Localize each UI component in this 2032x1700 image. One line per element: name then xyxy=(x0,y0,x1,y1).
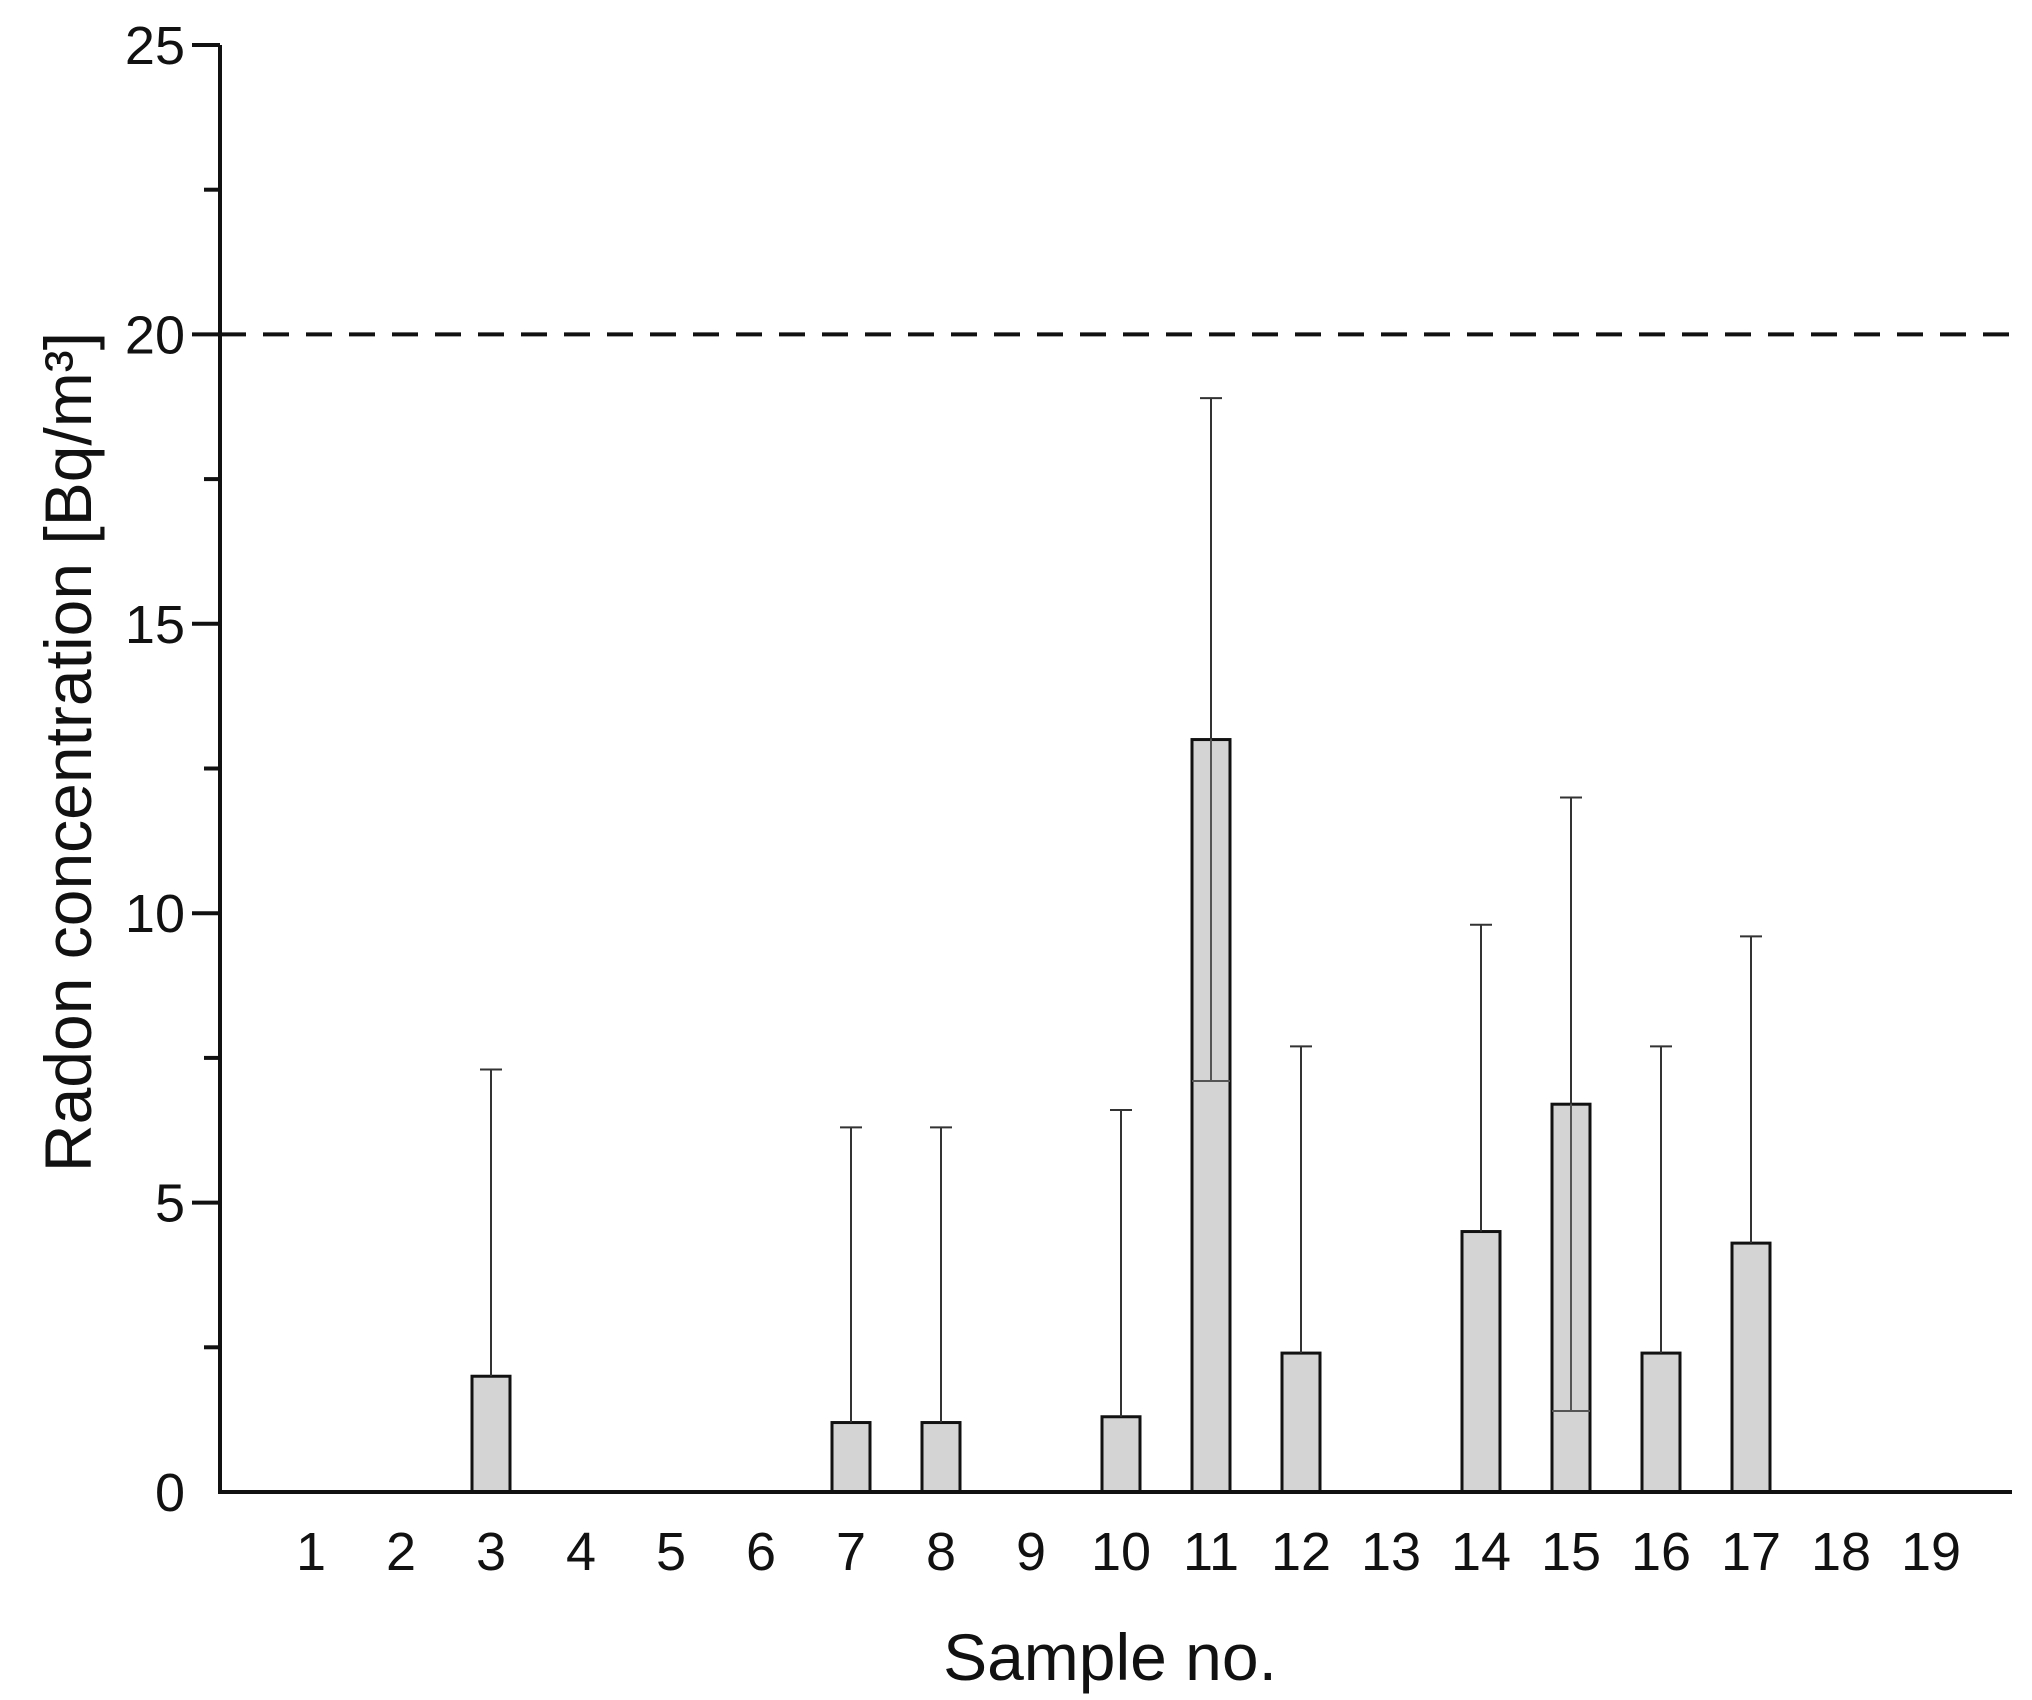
x-tick-label-17: 17 xyxy=(1721,1522,1781,1582)
x-axis-label: Sample no. xyxy=(943,1620,1277,1694)
y-tick-label-25: 25 xyxy=(125,16,185,76)
x-tick-label-15: 15 xyxy=(1541,1522,1601,1582)
x-tick-label-7: 7 xyxy=(836,1522,866,1582)
bar-sample-14 xyxy=(1460,1230,1502,1494)
x-tick-label-8: 8 xyxy=(926,1522,956,1582)
bar-sample-8 xyxy=(920,1421,962,1494)
x-tick-label-19: 19 xyxy=(1901,1522,1961,1582)
y-tick-label-5: 5 xyxy=(155,1174,185,1234)
y-tick-labels: 0 5 10 15 20 25 xyxy=(125,16,185,1523)
y-tick-label-0: 0 xyxy=(155,1463,185,1523)
x-tick-label-11: 11 xyxy=(1183,1522,1239,1582)
y-tick-label-15: 15 xyxy=(125,595,185,655)
x-tick-label-13: 13 xyxy=(1361,1522,1421,1582)
x-tick-label-2: 2 xyxy=(386,1522,416,1582)
bar-sample-12 xyxy=(1280,1351,1322,1494)
x-tick-label-16: 16 xyxy=(1631,1522,1691,1582)
bar-sample-17 xyxy=(1730,1241,1772,1494)
error-bars-group xyxy=(480,397,1762,1423)
bar-sample-16 xyxy=(1640,1351,1682,1494)
bar-sample-10 xyxy=(1100,1415,1142,1494)
x-tick-label-6: 6 xyxy=(746,1522,776,1582)
x-tick-label-4: 4 xyxy=(566,1522,596,1582)
bars-group xyxy=(470,738,1772,1494)
x-tick-label-12: 12 xyxy=(1271,1522,1331,1582)
x-tick-label-18: 18 xyxy=(1811,1522,1871,1582)
y-axis-label: Radon concentration [Bq/m³] xyxy=(31,332,105,1172)
x-tick-label-3: 3 xyxy=(476,1522,506,1582)
x-tick-labels: 1 2 3 4 5 6 7 8 9 10 11 12 13 14 15 16 17 18 19 xyxy=(296,1522,1961,1582)
x-tick-label-10: 10 xyxy=(1091,1522,1151,1582)
x-tick-label-1: 1 xyxy=(296,1522,326,1582)
axes-group xyxy=(192,43,2012,1494)
x-tick-label-14: 14 xyxy=(1451,1522,1511,1582)
bar-sample-3 xyxy=(470,1374,512,1494)
x-tick-label-9: 9 xyxy=(1016,1522,1046,1582)
y-tick-label-10: 10 xyxy=(125,884,185,944)
x-tick-label-5: 5 xyxy=(656,1522,686,1582)
y-tick-label-20: 20 xyxy=(125,305,185,365)
bar-sample-7 xyxy=(830,1421,872,1494)
